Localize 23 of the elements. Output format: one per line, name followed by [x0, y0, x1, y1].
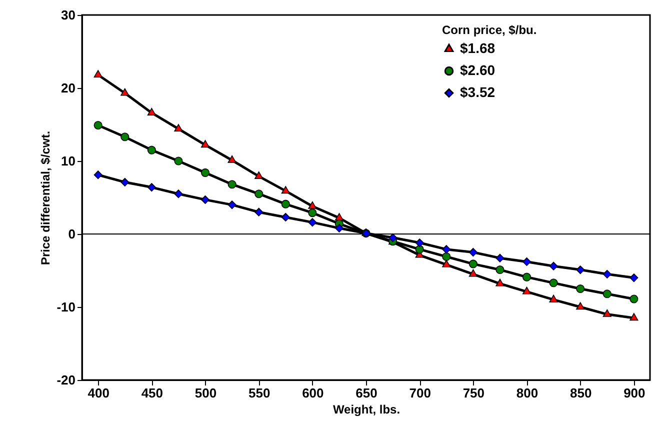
y-tick-label: 30: [61, 8, 76, 22]
y-axis-title: Price differential, $/cwt.: [38, 130, 53, 266]
x-tick-label: 450: [141, 386, 164, 400]
y-tick-label: 0: [68, 226, 76, 242]
legend-label: $1.68: [460, 40, 496, 56]
y-tick-label: 20: [61, 80, 76, 96]
x-tick-label: 850: [570, 386, 592, 400]
x-tick-label: 750: [462, 386, 485, 400]
x-tick-label: 650: [356, 386, 378, 400]
y-tick-label: 10: [61, 154, 76, 168]
x-tick-label: 900: [624, 386, 646, 400]
x-tick-label: 800: [516, 386, 538, 400]
legend-label: $3.52: [460, 84, 496, 100]
x-tick-label: 500: [194, 386, 217, 400]
x-tick-label: 700: [409, 386, 431, 400]
x-axis-title: Weight, lbs.: [332, 402, 400, 416]
y-tick-label: -10: [56, 300, 76, 314]
x-tick-label: 550: [248, 386, 270, 400]
legend-title: Corn price, $/bu.: [442, 23, 537, 37]
y-tick-label: -20: [56, 372, 76, 388]
x-tick-label: 400: [88, 386, 110, 400]
legend-label: $2.60: [460, 62, 496, 78]
x-tick-label: 600: [302, 386, 324, 400]
